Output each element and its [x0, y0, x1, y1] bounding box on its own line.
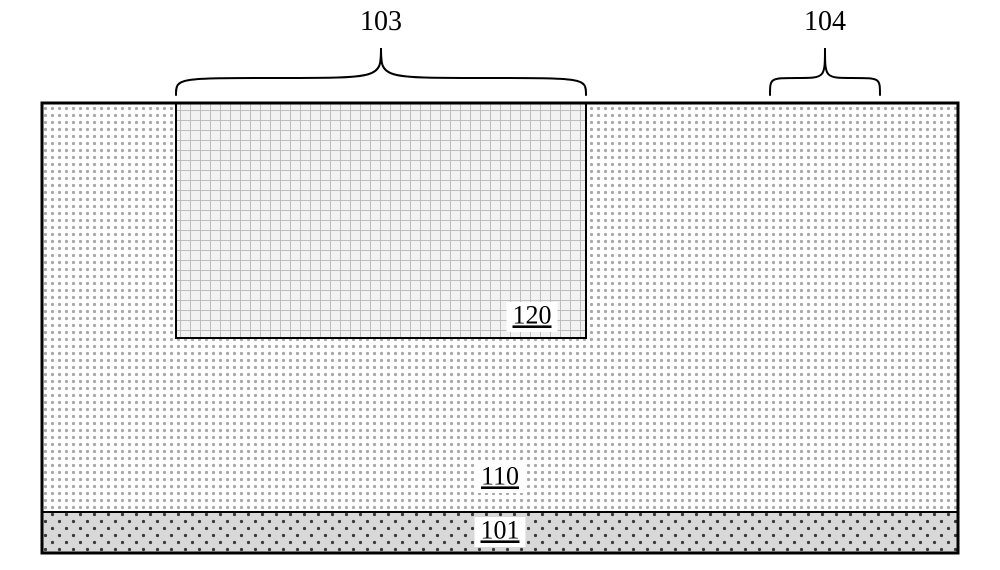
- ref-103: 103: [360, 6, 402, 37]
- part-120: 120: [513, 300, 552, 329]
- diagram-stage: 103 104 120 110 101: [0, 0, 1000, 570]
- ref-104: 104: [804, 6, 846, 37]
- part-110: 110: [481, 461, 519, 490]
- bracket: [176, 48, 586, 95]
- bracket: [770, 48, 880, 95]
- part-101: 101: [481, 515, 520, 544]
- diagram-svg: 103 104 120 110 101: [0, 0, 1000, 570]
